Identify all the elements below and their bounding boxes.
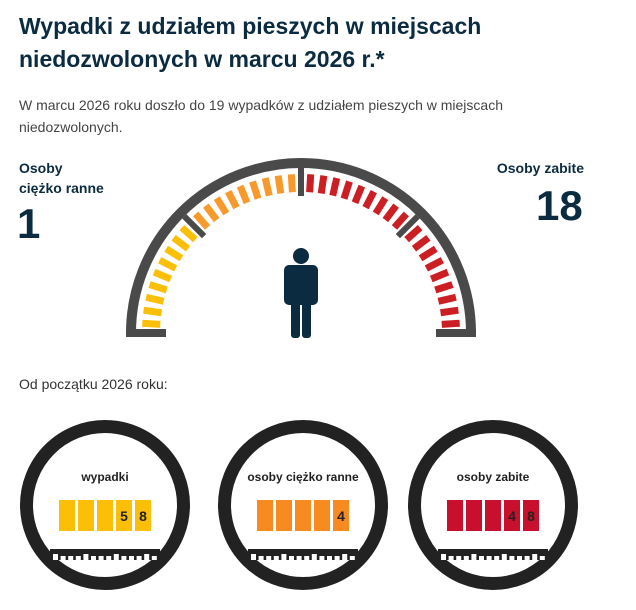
counter-digits: 4 (257, 500, 349, 531)
gauge-tick (158, 257, 178, 272)
digit-box (485, 500, 501, 531)
gauge-tick (317, 175, 328, 194)
gauge-tick (424, 257, 444, 272)
digit-box (59, 500, 75, 531)
digit-box (97, 500, 113, 531)
gauge-tick (372, 196, 389, 216)
counter-circle: osoby ciężko ranne 4 (218, 420, 388, 590)
gauge-tick (440, 306, 459, 317)
digit-box: 8 (523, 500, 539, 531)
gauge-tick (437, 293, 457, 305)
gauge-tick (145, 293, 165, 305)
gauge-tick (434, 281, 454, 294)
digit-box: 4 (504, 500, 520, 531)
gauge-tick (441, 319, 460, 328)
gauge-tick (404, 225, 423, 243)
injured-label-line2: ciężko ranne (19, 180, 104, 196)
gauge-tick (152, 268, 173, 283)
ruler-icon (50, 549, 160, 560)
digit-box: 8 (135, 500, 151, 531)
counter-title: osoby zabite (456, 470, 530, 484)
gauge-tick (287, 174, 296, 193)
gauge-tick (411, 235, 431, 252)
digit-box (295, 500, 311, 531)
person-icon (284, 248, 318, 338)
counter-title: osoby ciężko ranne (247, 470, 359, 484)
killed-label: Osoby zabite (496, 160, 584, 176)
gauge-tick (340, 180, 353, 200)
gauge-tick (203, 203, 220, 223)
page-title: Wypadki z udziałem pieszych w miejscach … (19, 13, 482, 72)
gauge-tick (391, 211, 409, 230)
gauge-tick (164, 245, 184, 262)
counter-circle: osoby zabite 4 8 (408, 420, 578, 590)
gauge-tick (306, 174, 315, 193)
digit-box (78, 500, 94, 531)
injured-label-line1: Osoby (19, 160, 63, 176)
gauge-tick (179, 225, 198, 243)
gauge-tick (193, 211, 211, 230)
gauge-tick (148, 281, 168, 294)
gauge-tick (143, 306, 162, 317)
gauge-tick (236, 184, 251, 205)
digit-box (276, 500, 292, 531)
gauge-tick (142, 319, 161, 328)
gauge-tick (249, 180, 262, 200)
gauge-separator (182, 214, 207, 239)
gauge-separator (395, 214, 420, 239)
gauge (126, 158, 476, 338)
gauge-tick (429, 268, 450, 283)
digit-box (314, 500, 330, 531)
counter-circle: wypadki 5 8 (20, 420, 190, 590)
gauge-tick (261, 177, 273, 197)
gauge-tick (274, 175, 285, 194)
gauge-tick (213, 196, 230, 216)
digit-box (447, 500, 463, 531)
description: W marcu 2026 roku doszło do 19 wypadków … (19, 97, 503, 135)
digit-box: 4 (333, 500, 349, 531)
gauge-tick (351, 184, 366, 205)
digit-box (466, 500, 482, 531)
gauge-tick (171, 235, 191, 252)
injured-value: 1 (17, 200, 41, 247)
counter-title: wypadki (81, 470, 129, 484)
digit-box (257, 500, 273, 531)
gauge-tick (382, 203, 399, 223)
since-label: Od początku 2026 roku: (19, 376, 168, 392)
gauge-tick (418, 245, 438, 262)
injured-label: Osoby ciężko ranne (19, 158, 104, 198)
gauge-tick (329, 177, 341, 197)
gauge-tick (225, 190, 240, 210)
gauge-tick (362, 190, 377, 210)
killed-value: 18 (536, 182, 583, 229)
gauge-arc (126, 158, 476, 334)
digit-box: 5 (116, 500, 132, 531)
ruler-icon (248, 549, 358, 560)
ruler-icon (438, 549, 548, 560)
